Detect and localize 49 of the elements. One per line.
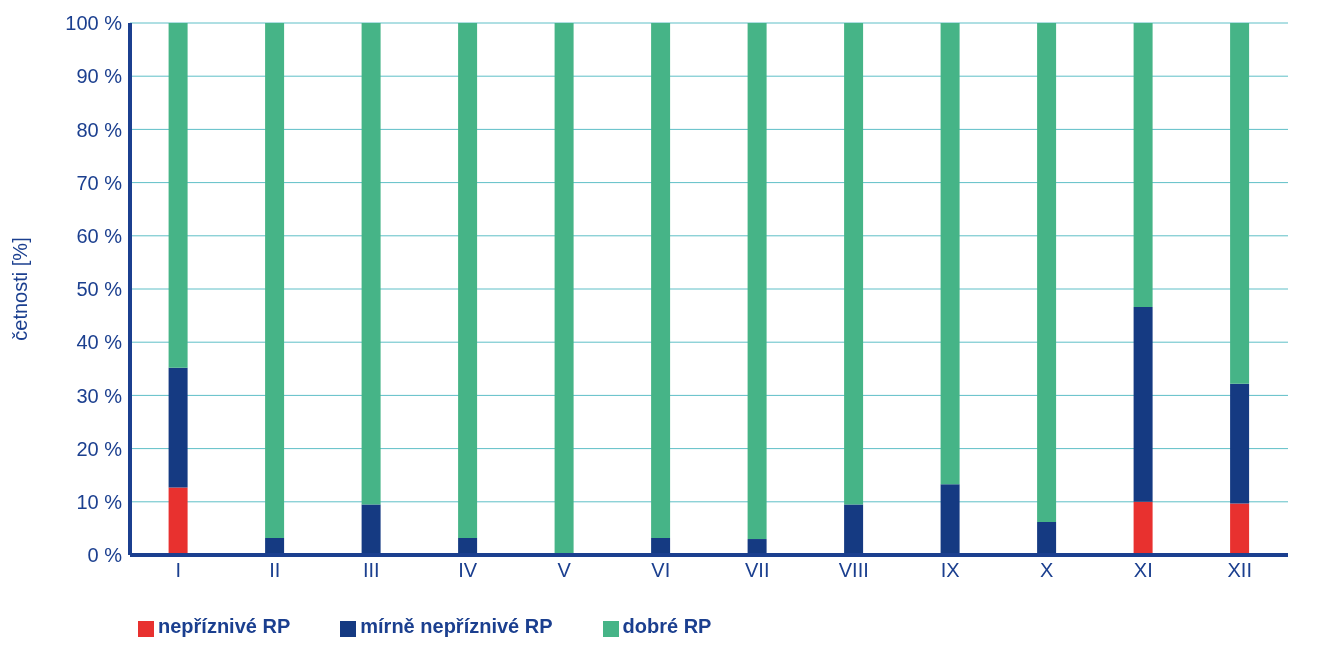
bar: [361, 504, 381, 555]
y-tick-label: 100 %: [65, 12, 123, 35]
y-tick-label: 30 %: [76, 384, 123, 407]
bar: [747, 23, 767, 540]
bar: [361, 23, 381, 505]
y-tick-label: 80 %: [76, 118, 123, 141]
bar: [1230, 503, 1250, 555]
bar: [940, 484, 960, 555]
bar: [940, 23, 960, 485]
bar: [554, 23, 574, 555]
y-tick-label: 10 %: [76, 490, 123, 513]
bar: [651, 23, 671, 538]
bar: [168, 367, 188, 488]
bar: [265, 23, 285, 538]
legend-label: mírně nepříznivé RP: [360, 615, 553, 637]
y-tick-label: 60 %: [76, 224, 123, 247]
y-tick-label: 50 %: [76, 278, 123, 301]
x-tick-label: III: [362, 559, 380, 582]
x-tick-label: VIII: [838, 559, 869, 582]
x-tick-label: X: [1040, 559, 1054, 582]
x-tick-label: VI: [651, 559, 671, 582]
bar: [1037, 522, 1057, 555]
x-tick-label: IX: [940, 559, 960, 582]
x-tick-label: IV: [458, 559, 478, 582]
bar: [1230, 383, 1250, 504]
y-tick-label: 70 %: [76, 171, 123, 194]
y-tick-label: 0 %: [87, 544, 123, 567]
legend-label: nepříznivé RP: [158, 615, 291, 637]
x-tick-label: II: [269, 559, 281, 582]
x-tick-label: XII: [1227, 559, 1252, 582]
y-tick-label: 20 %: [76, 437, 123, 460]
bar: [458, 23, 478, 538]
y-tick-label: 90 %: [76, 65, 123, 88]
bar: [1037, 23, 1057, 523]
bar: [1230, 23, 1250, 384]
x-tick-label: VII: [745, 559, 770, 582]
bar: [1133, 23, 1153, 308]
x-tick-label: V: [557, 559, 572, 582]
y-axis-title: četnosti [%]: [9, 237, 32, 341]
x-tick-label: XI: [1133, 559, 1153, 582]
bar: [168, 23, 188, 368]
y-tick-label: 40 %: [76, 331, 123, 354]
bar: [168, 487, 188, 555]
x-tick-label: I: [175, 559, 182, 582]
bar: [1133, 307, 1153, 502]
bar: [844, 23, 864, 505]
bar: [1133, 501, 1153, 555]
legend-label: dobré RP: [622, 615, 712, 637]
bar: [844, 504, 864, 555]
